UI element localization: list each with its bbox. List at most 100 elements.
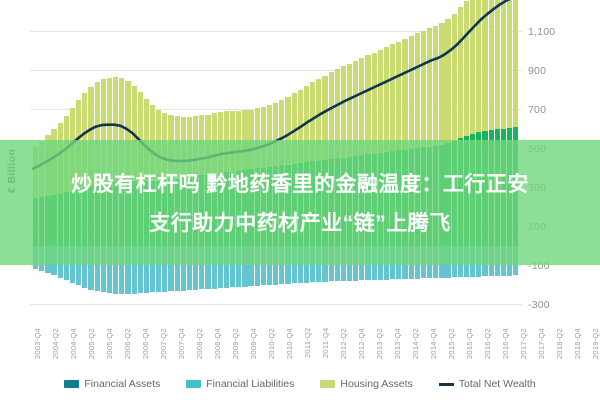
bar-segment-financial-liabilities xyxy=(236,246,242,287)
bar-segment-financial-liabilities xyxy=(223,246,230,288)
bar-segment-financial-assets xyxy=(396,150,402,246)
bar-segment-housing-assets xyxy=(390,44,396,152)
x-axis-tick-label: 2015-Q4 xyxy=(465,328,474,359)
bar-segment-financial-assets xyxy=(427,146,433,246)
x-axis-tick-label: 2019-Q2 xyxy=(591,328,600,359)
bar-segment-housing-assets xyxy=(310,82,316,162)
x-axis-tick-label: 2018-Q4 xyxy=(573,328,582,359)
bar-column xyxy=(260,12,266,324)
bar-segment-financial-assets xyxy=(390,151,396,246)
bar-column xyxy=(390,12,396,324)
bar-segment-housing-assets xyxy=(156,109,162,181)
x-axis-tick-label: 2005-Q4 xyxy=(105,328,114,359)
x-axis-tick-label: 2007-Q4 xyxy=(177,328,186,359)
bar-column xyxy=(63,12,69,324)
bar-segment-housing-assets xyxy=(199,115,205,176)
legend-item-label: Housing Assets xyxy=(340,378,413,390)
legend-item[interactable]: Financial Assets xyxy=(64,378,160,390)
bar-segment-housing-assets xyxy=(266,104,273,167)
bar-segment-financial-assets xyxy=(414,148,420,246)
bar-column xyxy=(488,0,494,324)
bar-segment-financial-assets xyxy=(408,148,414,246)
bar-segment-financial-assets xyxy=(371,153,377,246)
bar-segment-housing-assets xyxy=(396,41,402,151)
legend-item[interactable]: Financial Liabilities xyxy=(186,378,294,390)
bar-segment-financial-assets xyxy=(33,198,39,246)
x-axis-tick-label: 2012-Q2 xyxy=(339,328,348,359)
bar-column xyxy=(383,12,390,324)
x-axis-tick-label: 2008-Q2 xyxy=(195,328,204,359)
bar-segment-financial-assets xyxy=(420,147,427,246)
bar-segment-financial-assets xyxy=(291,163,297,246)
bar-segment-financial-liabilities xyxy=(359,246,365,281)
x-axis-tick-label xyxy=(276,328,285,374)
bar-segment-financial-liabilities xyxy=(279,246,285,285)
y-axis-tick-label: 500 xyxy=(528,142,547,155)
bar-segment-financial-assets xyxy=(285,164,291,246)
bar-column xyxy=(180,12,186,324)
x-axis-tick-label xyxy=(402,328,411,374)
bar-column xyxy=(143,12,149,324)
bar-segment-financial-liabilities xyxy=(445,246,451,278)
bar-segment-housing-assets xyxy=(488,0,494,131)
bar-segment-housing-assets xyxy=(57,123,63,194)
bar-segment-financial-assets xyxy=(353,155,359,246)
bar-segment-financial-assets xyxy=(119,181,125,246)
x-axis-tick-label xyxy=(546,328,555,374)
x-axis-tick-label xyxy=(420,328,429,374)
y-axis-tick-label: 700 xyxy=(528,103,547,116)
legend-swatch-icon xyxy=(64,380,80,388)
bar-column xyxy=(377,12,383,324)
bar-column xyxy=(205,12,211,324)
bar-column xyxy=(254,12,260,324)
x-axis-tick-label: 2012-Q4 xyxy=(357,328,366,359)
bar-segment-financial-liabilities xyxy=(297,246,303,284)
bar-segment-financial-assets xyxy=(131,180,137,246)
x-axis-tick-label xyxy=(294,328,303,374)
bar-segment-financial-assets xyxy=(242,169,248,246)
bar-column xyxy=(439,12,445,324)
x-axis-tick-label xyxy=(150,328,159,374)
bar-segment-financial-liabilities xyxy=(131,246,137,294)
bar-column xyxy=(513,0,519,324)
bar-segment-financial-assets xyxy=(100,183,106,246)
bar-column xyxy=(137,12,143,324)
x-axis-tick-label xyxy=(114,328,123,374)
bar-segment-financial-liabilities xyxy=(76,246,82,286)
bar-segment-housing-assets xyxy=(131,85,137,181)
bar-column xyxy=(131,12,137,324)
bar-segment-financial-assets xyxy=(211,173,217,246)
bar-segment-financial-liabilities xyxy=(303,246,310,283)
bar-segment-financial-liabilities xyxy=(383,246,390,280)
bar-column xyxy=(500,0,507,324)
chart-legend: Financial Assets Financial Liabilities Hou… xyxy=(0,378,600,390)
bar-segment-financial-liabilities xyxy=(180,246,186,291)
bar-column xyxy=(322,12,328,324)
bar-segment-housing-assets xyxy=(217,112,223,173)
x-axis-tick-label xyxy=(366,328,375,374)
bar-column xyxy=(427,12,433,324)
legend-item[interactable]: Total Net Wealth xyxy=(438,378,536,390)
x-axis-tick-label xyxy=(456,328,465,374)
legend-item[interactable]: Housing Assets xyxy=(320,378,413,390)
bar-segment-financial-liabilities xyxy=(500,246,507,276)
bar-segment-housing-assets xyxy=(33,145,39,199)
bar-segment-financial-liabilities xyxy=(285,246,291,284)
bar-segment-financial-assets xyxy=(279,165,285,246)
bar-segment-financial-assets xyxy=(457,138,463,246)
x-axis-tick-label: 2007-Q2 xyxy=(159,328,168,359)
bar-segment-housing-assets xyxy=(113,77,119,182)
bar-column xyxy=(414,12,420,324)
bar-segment-housing-assets xyxy=(353,60,359,156)
bar-column xyxy=(371,12,377,324)
bar-segment-financial-assets xyxy=(500,128,507,246)
x-axis-tick-label xyxy=(222,328,231,374)
x-axis-tick-label: 2014-Q4 xyxy=(429,328,438,359)
bar-column xyxy=(310,12,316,324)
x-axis-tick-label: 2010-Q4 xyxy=(285,328,294,359)
x-axis-tick-label: 2014-Q2 xyxy=(411,328,420,359)
bar-column xyxy=(266,12,273,324)
bar-segment-housing-assets xyxy=(507,0,513,128)
x-axis-tick-label xyxy=(474,328,483,374)
x-axis-tick-label: 2013-Q2 xyxy=(375,328,384,359)
